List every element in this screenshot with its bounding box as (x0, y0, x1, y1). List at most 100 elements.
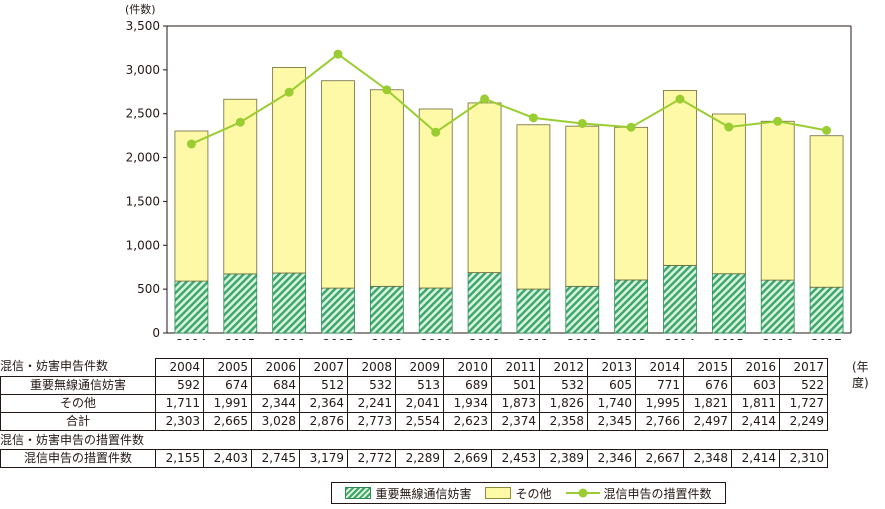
bar-segment-important (663, 264, 697, 334)
year-cell: 2005 (203, 358, 252, 377)
measures-point (382, 85, 392, 95)
table-cell: 1,727 (779, 394, 828, 413)
x-axis: 2004 2005 2006 2007 2008 2009 2010 2011 2012 2013… (167, 332, 851, 340)
table-cell: 2,303 (155, 412, 204, 431)
y-axis-unit: (件数) (125, 3, 156, 16)
table-cell: 1,995 (635, 394, 684, 413)
stacked-bar-line-chart: (件数) 05001,0001,5002,0002,5003,0003,500 … (125, 3, 852, 340)
table-cell: 2,772 (347, 449, 396, 468)
y-tick-label: 1,500 (126, 194, 160, 208)
table-cell: 3,179 (299, 449, 348, 468)
bar-segment-other (663, 89, 697, 266)
x-tick-label: 2015 (714, 337, 745, 340)
measures-point (577, 118, 587, 128)
data-table: 2004 2005 2006 2007 2008 2009 2010 2011 … (0, 358, 828, 431)
table-cell: 2,249 (779, 412, 828, 431)
year-cell: 2009 (395, 358, 444, 377)
legend-item-measures: 混信申告の措置件数 (565, 485, 712, 502)
table-cell: 2,623 (443, 412, 492, 431)
x-tick-label: 2009 (420, 337, 451, 340)
table-cell: 512 (299, 376, 348, 395)
table-cell: 2,358 (539, 412, 588, 431)
table-cell: 1,934 (443, 394, 492, 413)
table-cell: 1,826 (539, 394, 588, 413)
table-cell: 2,345 (587, 412, 636, 431)
bar-segment-important (321, 287, 355, 334)
table-cell: 2,414 (731, 412, 780, 431)
legend-label: 混信申告の措置件数 (603, 486, 712, 501)
measures-point (235, 117, 245, 127)
table-cell: 2,773 (347, 412, 396, 431)
bar-segment-other (516, 124, 551, 290)
table-cell: 2,241 (347, 394, 396, 413)
y-tick-label: 2,500 (126, 107, 160, 121)
table-row: 混信申告の措置件数 2,155 2,403 2,745 3,179 2,772 … (0, 449, 828, 468)
year-cell: 2006 (251, 358, 300, 377)
table-cell: 689 (443, 376, 492, 395)
table-cell: 2,453 (491, 449, 540, 468)
bar-segment-important (272, 272, 307, 334)
table-cell: 513 (395, 376, 444, 395)
bar-segment-other (418, 108, 453, 289)
bar-segment-important (809, 286, 844, 334)
x-tick-label: 2006 (274, 337, 305, 340)
y-tick-label: 3,500 (126, 19, 160, 33)
chart-legend: 重要無線通信妨害 その他 混信申告の措置件数 (331, 482, 726, 504)
year-cell: 2004 (155, 358, 204, 377)
table-cell: 2,414 (731, 449, 780, 468)
bar-segment-important (760, 279, 795, 334)
bar-segment-other (272, 67, 307, 274)
bar-segment-other (223, 98, 258, 275)
y-tick-label: 2,000 (126, 151, 160, 165)
y-tick-label: 1,000 (126, 238, 160, 252)
x-tick-label: 2007 (323, 337, 354, 340)
x-tick-label: 2011 (518, 337, 549, 340)
row-label: その他 (0, 394, 156, 413)
bars-group (174, 67, 844, 334)
table-cell: 1,811 (731, 394, 780, 413)
year-unit: (年度) (852, 360, 869, 390)
bar-segment-other (321, 80, 355, 289)
bar-segment-other (369, 89, 404, 287)
measures-point (822, 125, 832, 135)
table-cell: 771 (635, 376, 684, 395)
bar-segment-other (711, 113, 746, 275)
table-cell: 684 (251, 376, 300, 395)
x-tick-label: 2014 (665, 337, 696, 340)
bar-segment-important (174, 280, 209, 334)
measures-point (675, 94, 685, 104)
row-label: 重要無線通信妨害 (0, 376, 156, 395)
bar-segment-important (369, 285, 404, 334)
measures-table: 混信申告の措置件数 2,155 2,403 2,745 3,179 2,772 … (0, 449, 828, 468)
x-tick-label: 2010 (469, 337, 500, 340)
table-cell: 2,346 (587, 449, 636, 468)
table-cell: 2,374 (491, 412, 540, 431)
table-cell: 676 (683, 376, 732, 395)
table-row: 重要無線通信妨害 592 674 684 512 532 513 689 501… (0, 376, 828, 395)
year-cell: 2007 (299, 358, 348, 377)
bar-segment-important (516, 288, 551, 334)
bar-segment-other (467, 102, 502, 273)
table-cell: 2,310 (779, 449, 828, 468)
bar-segment-other (174, 130, 209, 282)
y-axis: 0 500 1,000 1,500 2,000 2,500 3,000 3,500 (126, 19, 852, 340)
table-cell: 532 (347, 376, 396, 395)
year-cell: 2013 (587, 358, 636, 377)
table-cell: 2,876 (299, 412, 348, 431)
legend-swatch-hatched (345, 487, 372, 499)
measures-point (333, 49, 343, 59)
table-cell: 2,403 (203, 449, 252, 468)
bar-segment-important (418, 287, 453, 334)
y-tick-label: 500 (137, 282, 160, 296)
x-tick-label: 2005 (225, 337, 256, 340)
table-cell: 2,389 (539, 449, 588, 468)
table-cell: 2,554 (395, 412, 444, 431)
measures-point (480, 94, 490, 104)
table-cell: 2,344 (251, 394, 300, 413)
year-cell: 2016 (731, 358, 780, 377)
table-cell: 2,667 (635, 449, 684, 468)
x-tick-label: 2004 (176, 337, 207, 340)
year-cell: 2008 (347, 358, 396, 377)
y-tick-label: 3,000 (126, 63, 160, 77)
x-tick-label: 2012 (567, 337, 598, 340)
